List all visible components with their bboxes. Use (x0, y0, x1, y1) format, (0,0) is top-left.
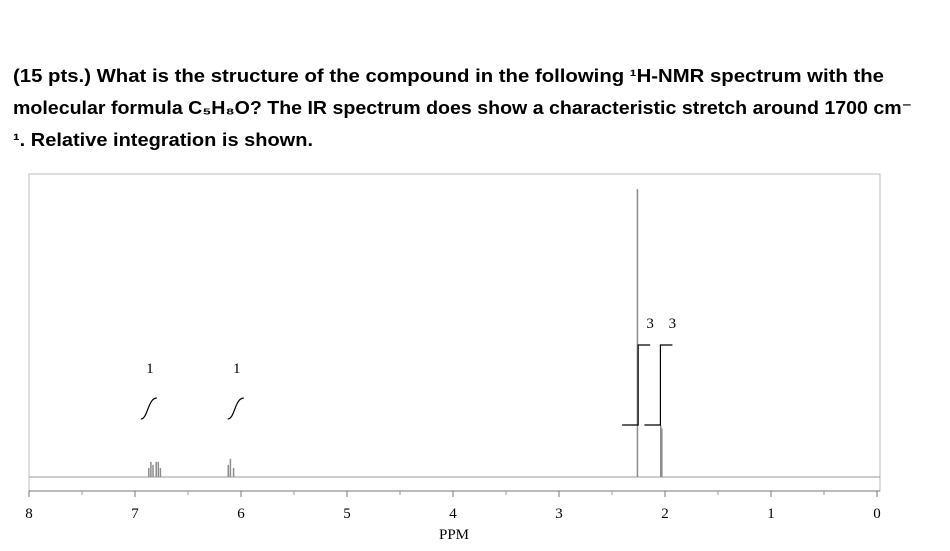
integral-curve (227, 397, 244, 420)
integration-label: 1 (233, 361, 241, 377)
x-tick-label: 5 (343, 506, 351, 522)
x-tick-label: 3 (555, 506, 563, 522)
x-tick-label: 4 (449, 506, 457, 522)
integral-curve (644, 344, 673, 426)
plot-frame (28, 173, 881, 492)
x-tick-label: 7 (131, 506, 139, 522)
question-line: (15 pts.) What is the structure of the c… (13, 66, 884, 86)
question-line: molecular formula C₅H₈O? The IR spectrum… (13, 98, 912, 118)
integral-curve (622, 344, 651, 426)
x-tick-label: 8 (25, 506, 33, 522)
integration-label: 3 (646, 316, 654, 332)
x-tick-label: 1 (767, 506, 775, 522)
integration-label: 1 (146, 361, 154, 377)
question-line: ¹. Relative integration is shown. (13, 130, 313, 150)
integral-curve (140, 397, 157, 420)
x-tick-label: 6 (237, 506, 245, 522)
integration-label: 3 (669, 316, 677, 332)
x-tick-label: 2 (661, 506, 669, 522)
x-axis-label: PPM (439, 527, 469, 543)
x-tick-label: 0 (873, 506, 881, 522)
